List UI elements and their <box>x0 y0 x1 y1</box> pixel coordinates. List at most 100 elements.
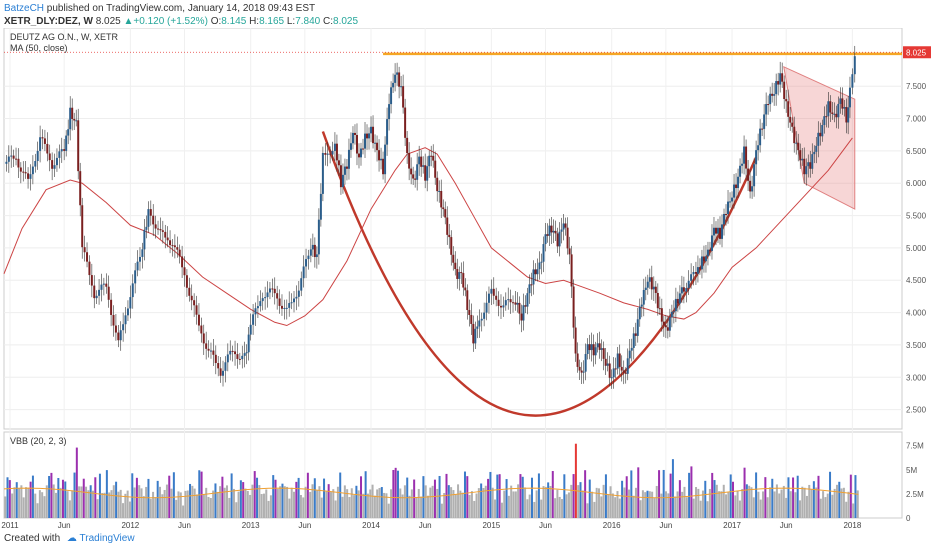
candle-body <box>757 145 760 151</box>
candle-body <box>359 148 362 158</box>
candle-body <box>638 306 641 320</box>
candle-body <box>193 300 196 306</box>
price-change: ▲+0.120 (+1.52%) <box>123 16 208 27</box>
candle-body <box>418 156 421 165</box>
candle-body <box>733 184 736 198</box>
volume-bar <box>745 484 748 518</box>
volume-bar <box>373 495 376 518</box>
candle-body <box>178 249 181 257</box>
volume-bar <box>743 467 746 518</box>
volume-bar <box>780 489 783 518</box>
volume-bar <box>260 494 263 518</box>
volume-bar <box>202 494 205 518</box>
candle-body <box>829 101 832 113</box>
volume-bar <box>736 490 739 518</box>
volume-bar <box>403 485 406 518</box>
volume-bar <box>244 488 247 518</box>
candle-body <box>628 350 631 359</box>
y-tick-label: 7.500 <box>906 82 927 91</box>
volume-bar <box>708 488 711 518</box>
candle-body <box>22 171 25 173</box>
volume-bar <box>323 478 326 518</box>
last-price-label: 8.025 <box>906 48 927 57</box>
candle-body <box>46 143 49 154</box>
volume-bar <box>27 487 30 518</box>
volume-bar <box>45 485 48 518</box>
candle-body <box>396 72 399 75</box>
candle-body <box>149 209 152 216</box>
candle-body <box>618 353 621 367</box>
candle-body <box>674 298 677 312</box>
candle-body <box>737 176 740 189</box>
candle-body <box>307 255 310 260</box>
candle-body <box>502 305 505 308</box>
volume-bar <box>152 491 155 518</box>
volume-bar <box>517 484 520 518</box>
volume-bar <box>454 494 457 518</box>
x-tick-label: 2012 <box>121 521 139 528</box>
volume-bar <box>219 486 222 518</box>
volume-bar <box>561 499 564 518</box>
candle-body <box>161 230 164 232</box>
candle-body <box>847 107 850 123</box>
volume-bar <box>690 466 693 518</box>
volume-bar <box>61 479 64 518</box>
candle-body <box>476 326 479 329</box>
volume-bar <box>796 475 799 518</box>
volume-bar <box>207 496 210 518</box>
volume-bar <box>360 476 363 518</box>
volume-bar <box>290 487 293 518</box>
candle-body <box>789 116 792 123</box>
volume-bar <box>50 472 53 518</box>
candle-body <box>217 363 220 369</box>
candle-body <box>564 223 567 228</box>
volume-bar <box>662 469 665 518</box>
volume-bar <box>394 467 397 518</box>
volume-bar <box>163 489 166 518</box>
volume-bar <box>424 485 427 518</box>
volume-bar <box>302 497 305 518</box>
tradingview-logo[interactable]: ☁ TradingView <box>66 533 135 544</box>
candle-body <box>676 298 679 304</box>
volume-bar <box>29 481 32 518</box>
volume-bar <box>38 490 41 518</box>
volume-bar <box>191 485 194 518</box>
candle-body <box>326 153 329 155</box>
volume-bar <box>318 486 321 518</box>
candle-body <box>576 353 579 367</box>
volume-bar <box>558 496 561 518</box>
volume-bar <box>838 481 841 518</box>
candle-body <box>60 149 63 152</box>
volume-bar <box>706 501 709 518</box>
volume-bar <box>503 490 506 518</box>
candle-body <box>759 128 762 146</box>
volume-bar <box>840 488 843 518</box>
volume-bar <box>614 497 617 518</box>
candle-body <box>173 245 176 248</box>
volume-bar <box>15 482 18 518</box>
candle-body <box>570 254 573 287</box>
candle-body <box>305 259 308 267</box>
last-price: 8.025 <box>95 16 121 27</box>
volume-bar <box>431 485 434 518</box>
volume-bar <box>24 487 27 518</box>
candle-body <box>590 344 593 351</box>
volume-bar <box>658 470 661 518</box>
volume-bar <box>591 491 594 518</box>
candle-body <box>164 231 167 238</box>
candle-body <box>402 86 405 108</box>
candle-body <box>102 283 105 285</box>
candle-body <box>652 286 655 290</box>
candle-body <box>562 223 565 230</box>
candle-body <box>450 237 453 255</box>
price-chart[interactable]: 2.500 3.000 3.500 4.000 4.500 5.000 5.500 6.000… <box>0 28 932 528</box>
candle-body <box>71 107 74 119</box>
volume-bar <box>378 487 381 518</box>
volume-bar <box>623 487 626 518</box>
volume-bar <box>353 495 356 518</box>
volume-bar <box>748 485 751 518</box>
volume-bar <box>295 481 298 518</box>
author-link[interactable]: BatzeCH <box>4 3 45 14</box>
volume-bar <box>766 497 769 518</box>
ticker-symbol[interactable]: XETR_DLY:DEZ, W <box>4 16 93 27</box>
